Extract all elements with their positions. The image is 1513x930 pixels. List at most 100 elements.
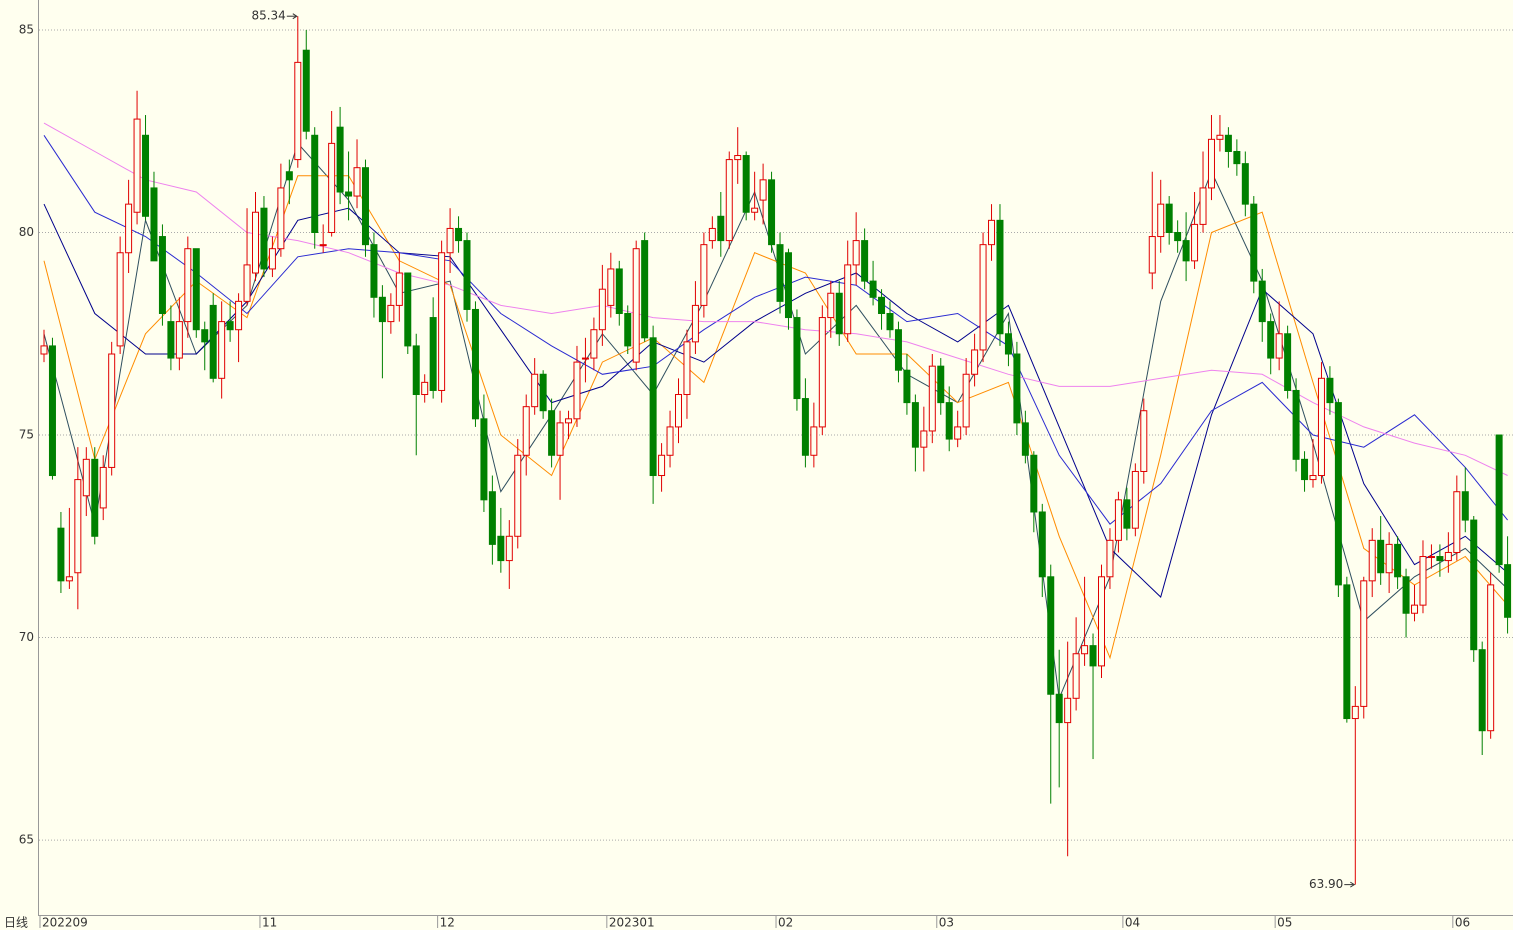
candle-body (429, 317, 437, 391)
candle-body (700, 244, 708, 306)
candle-body (1267, 321, 1275, 359)
candle-body (971, 349, 979, 375)
candle-body (734, 155, 742, 161)
extreme-arrowhead (1350, 881, 1356, 888)
candle-body (1081, 645, 1089, 655)
candle-body (793, 317, 801, 400)
candle-body (1165, 203, 1173, 233)
candle-body (691, 304, 699, 343)
candle-body (954, 426, 962, 440)
candle-body (1114, 499, 1122, 541)
candle-body (675, 394, 682, 428)
candle-body (158, 236, 166, 315)
candle-body (1004, 333, 1012, 355)
y-tick-label: 65 (19, 833, 34, 847)
y-tick-label: 75 (19, 428, 34, 442)
candle-body (1106, 539, 1114, 578)
candle-body (209, 304, 217, 379)
x-tick-label: 02 (778, 916, 793, 930)
candle-body (632, 248, 640, 363)
candle-body (268, 248, 276, 270)
candle-body (784, 252, 792, 319)
candle-body (1411, 604, 1419, 614)
x-tick-label: 12 (440, 916, 455, 930)
candle-body (1250, 203, 1258, 282)
candle-body (48, 345, 56, 477)
candle-body (1131, 470, 1139, 529)
candle-body (421, 381, 429, 396)
candle-body (192, 248, 200, 331)
candle-body (370, 244, 378, 298)
y-tick-label: 80 (19, 225, 34, 239)
candle-body (1360, 580, 1368, 707)
candle-body (1191, 223, 1199, 262)
candle-body (1394, 543, 1402, 578)
candle-body (1182, 240, 1190, 262)
candle-body (1013, 353, 1021, 424)
candle-body (1098, 576, 1105, 667)
candle-body (979, 244, 987, 351)
candle-body (108, 353, 116, 468)
candle-body (226, 321, 234, 331)
candle-body (1021, 422, 1029, 456)
candle-body (1317, 377, 1325, 477)
candle-body (378, 296, 386, 323)
candle-body (455, 227, 463, 242)
candle-body (514, 454, 522, 537)
candle-body (1030, 454, 1038, 513)
candle-body (852, 240, 860, 266)
candle-body (1207, 138, 1215, 189)
candle-body (1072, 653, 1080, 699)
candle-body (768, 179, 776, 246)
x-tick-label: 04 (1125, 916, 1140, 930)
candle-body (1089, 645, 1097, 667)
candle-body (471, 308, 479, 420)
candle-body (581, 357, 589, 360)
candle-body (531, 373, 539, 408)
candle-body (277, 187, 285, 250)
candle-body (74, 479, 82, 574)
candle-body (607, 268, 615, 306)
candle-body (844, 264, 852, 335)
candle-body (801, 398, 809, 456)
candle-body (480, 418, 488, 501)
candle-body (590, 329, 598, 359)
candle-body (1199, 187, 1207, 225)
candle-body (1284, 333, 1292, 391)
candle-body (962, 373, 970, 428)
candle-body (565, 418, 573, 424)
candle-body (649, 337, 657, 477)
ma-line (43, 122, 1508, 476)
candle-body (827, 292, 835, 319)
candle-body (920, 430, 928, 448)
candle-body (641, 240, 649, 339)
candle-body (125, 203, 133, 254)
period-label: 日线 (4, 916, 28, 930)
candle-body (1470, 519, 1478, 651)
x-tick-label: 202209 (42, 916, 88, 930)
candle-body (285, 171, 293, 181)
x-tick-label: 03 (939, 916, 954, 930)
candle-body (708, 227, 716, 242)
candle-body (945, 402, 953, 440)
candle-body (861, 240, 869, 282)
candle-body (598, 288, 606, 331)
candle-body (886, 313, 894, 331)
candle-body (488, 491, 496, 545)
extreme-label: 63.90 (1309, 877, 1343, 891)
candle-body (57, 527, 65, 582)
candle-body (1309, 475, 1317, 481)
candle-body (133, 118, 141, 213)
candle-body (1478, 649, 1486, 732)
candle-body (184, 248, 192, 323)
candle-body (928, 365, 936, 432)
candle-body (1402, 576, 1410, 614)
candle-body (1174, 231, 1182, 242)
candle-body (1419, 556, 1427, 606)
candle-body (1495, 434, 1503, 566)
candle-body (1453, 491, 1461, 553)
candle-body (150, 187, 158, 262)
candle-body (311, 134, 319, 233)
